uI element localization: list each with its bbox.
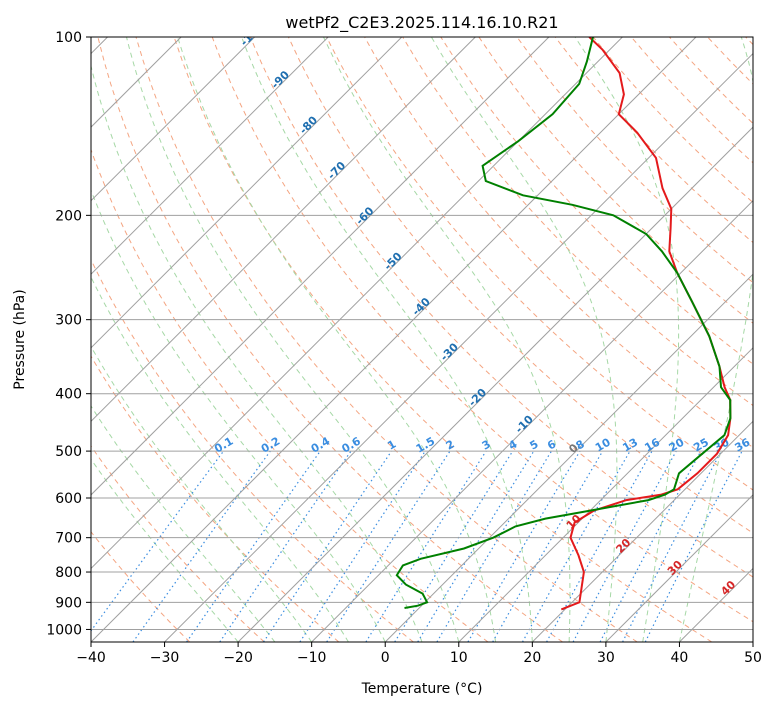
mixing-ratio-label: 2 [444, 438, 457, 453]
mixing-ratio-label: 13 [620, 436, 640, 455]
x-tick-label: 10 [450, 650, 468, 666]
dry-adiabat [555, 37, 775, 642]
mixing-ratio-line [133, 451, 270, 642]
skew-isotherm [0, 37, 255, 642]
isotherm-label: -70 [325, 159, 348, 182]
y-tick-label: 1000 [46, 622, 82, 638]
mixing-ratio-line [300, 451, 425, 642]
mixing-ratio-label: 25 [691, 436, 711, 455]
dry-adiabat [746, 37, 775, 642]
mixing-ratio-line [395, 451, 513, 642]
skew-isotherm [238, 37, 775, 642]
mixing-ratio-label: 0.6 [340, 434, 364, 455]
y-tick-label: 200 [55, 208, 82, 224]
mixing-ratio-label: 0.2 [259, 435, 282, 456]
mixing-ratio-line [83, 451, 224, 642]
chart-title: wetPf2_C2E3.2025.114.16.10.R21 [285, 13, 558, 33]
moist-adiabat [178, 37, 496, 642]
y-tick-label: 400 [55, 387, 82, 403]
skew-isotherm [679, 37, 775, 642]
isotherm-label: -10 [513, 412, 536, 435]
dry-adiabat [60, 37, 488, 642]
x-axis-label: Temperature (°C) [361, 681, 483, 697]
dry-adiabat [0, 37, 339, 642]
mixing-ratio-label: 10 [593, 435, 613, 454]
mixing-ratio-label: 0.1 [212, 435, 235, 456]
mixing-ratio-line [645, 451, 742, 642]
x-tick-label: 50 [744, 650, 762, 666]
y-tick-label: 100 [55, 30, 82, 46]
moist-adiabat [324, 37, 571, 642]
x-tick-label: −30 [150, 650, 180, 666]
mixing-ratio-label: 1.5 [414, 435, 437, 456]
moist-adiabat [0, 37, 312, 642]
y-tick-label: 500 [55, 444, 82, 460]
mixing-ratio-label: 16 [642, 435, 662, 454]
x-tick-label: 20 [523, 650, 541, 666]
mixing-ratio-line [327, 451, 450, 642]
x-tick-label: 40 [671, 650, 689, 666]
dry-adiabat [441, 37, 775, 642]
moist-adiabat [84, 37, 422, 642]
isotherm-label: -80 [297, 113, 320, 136]
moist-adiabat [0, 37, 238, 642]
dry-adiabat [708, 37, 775, 642]
moist-adiabat [0, 37, 275, 642]
y-tick-label: 800 [55, 565, 82, 581]
dry-adiabat [0, 37, 264, 642]
dry-adiabat [669, 37, 775, 642]
skew-isotherm [753, 37, 775, 642]
mixing-ratio-line [468, 451, 580, 642]
dry-adiabat [517, 37, 775, 642]
isotherm-label: -100 [238, 20, 267, 49]
skew-isotherm [91, 37, 696, 642]
mixing-ratio-line [418, 451, 534, 642]
plot-frame [91, 37, 753, 642]
skew-isotherm [0, 37, 402, 642]
moist-adiabat [679, 37, 760, 642]
mixing-ratio-label: 3 [480, 438, 493, 453]
x-tick-label: 0 [381, 650, 390, 666]
isotherm-label: 20 [613, 536, 633, 556]
mixing-ratio-label: 4 [506, 437, 519, 452]
moist-adiabat [127, 37, 459, 642]
moist-adiabat [431, 37, 617, 642]
mixing-ratio-label: 5 [528, 438, 541, 453]
moist-adiabat [242, 37, 533, 642]
x-tick-label: 30 [597, 650, 615, 666]
y-tick-label: 300 [55, 313, 82, 329]
skew-isotherm [385, 37, 775, 642]
isotherm-label: -90 [269, 68, 292, 91]
y-tick-label: 600 [55, 491, 82, 507]
isotherm-label: 30 [665, 558, 685, 578]
mixing-ratio-label: 0.4 [309, 434, 333, 455]
x-tick-label: −40 [76, 650, 106, 666]
skew-isotherm [17, 37, 622, 642]
isotherm-label: -40 [410, 295, 433, 318]
skew-isotherm [312, 37, 775, 642]
y-tick-label: 700 [55, 531, 82, 547]
y-tick-label: 900 [55, 595, 82, 611]
isotherm-label: -50 [381, 250, 404, 273]
mixing-ratio-label: 20 [667, 435, 687, 454]
x-tick-label: −20 [223, 650, 253, 666]
dry-adiabat [136, 37, 637, 642]
dry-adiabat [22, 37, 414, 642]
x-tick-label: −10 [297, 650, 327, 666]
mixing-ratio-label: 1 [385, 438, 398, 453]
isotherm-label: 40 [718, 578, 738, 598]
skew-isotherm [165, 37, 770, 642]
isotherm-label: -30 [438, 340, 461, 363]
y-axis-label: Pressure (hPa) [12, 289, 28, 389]
